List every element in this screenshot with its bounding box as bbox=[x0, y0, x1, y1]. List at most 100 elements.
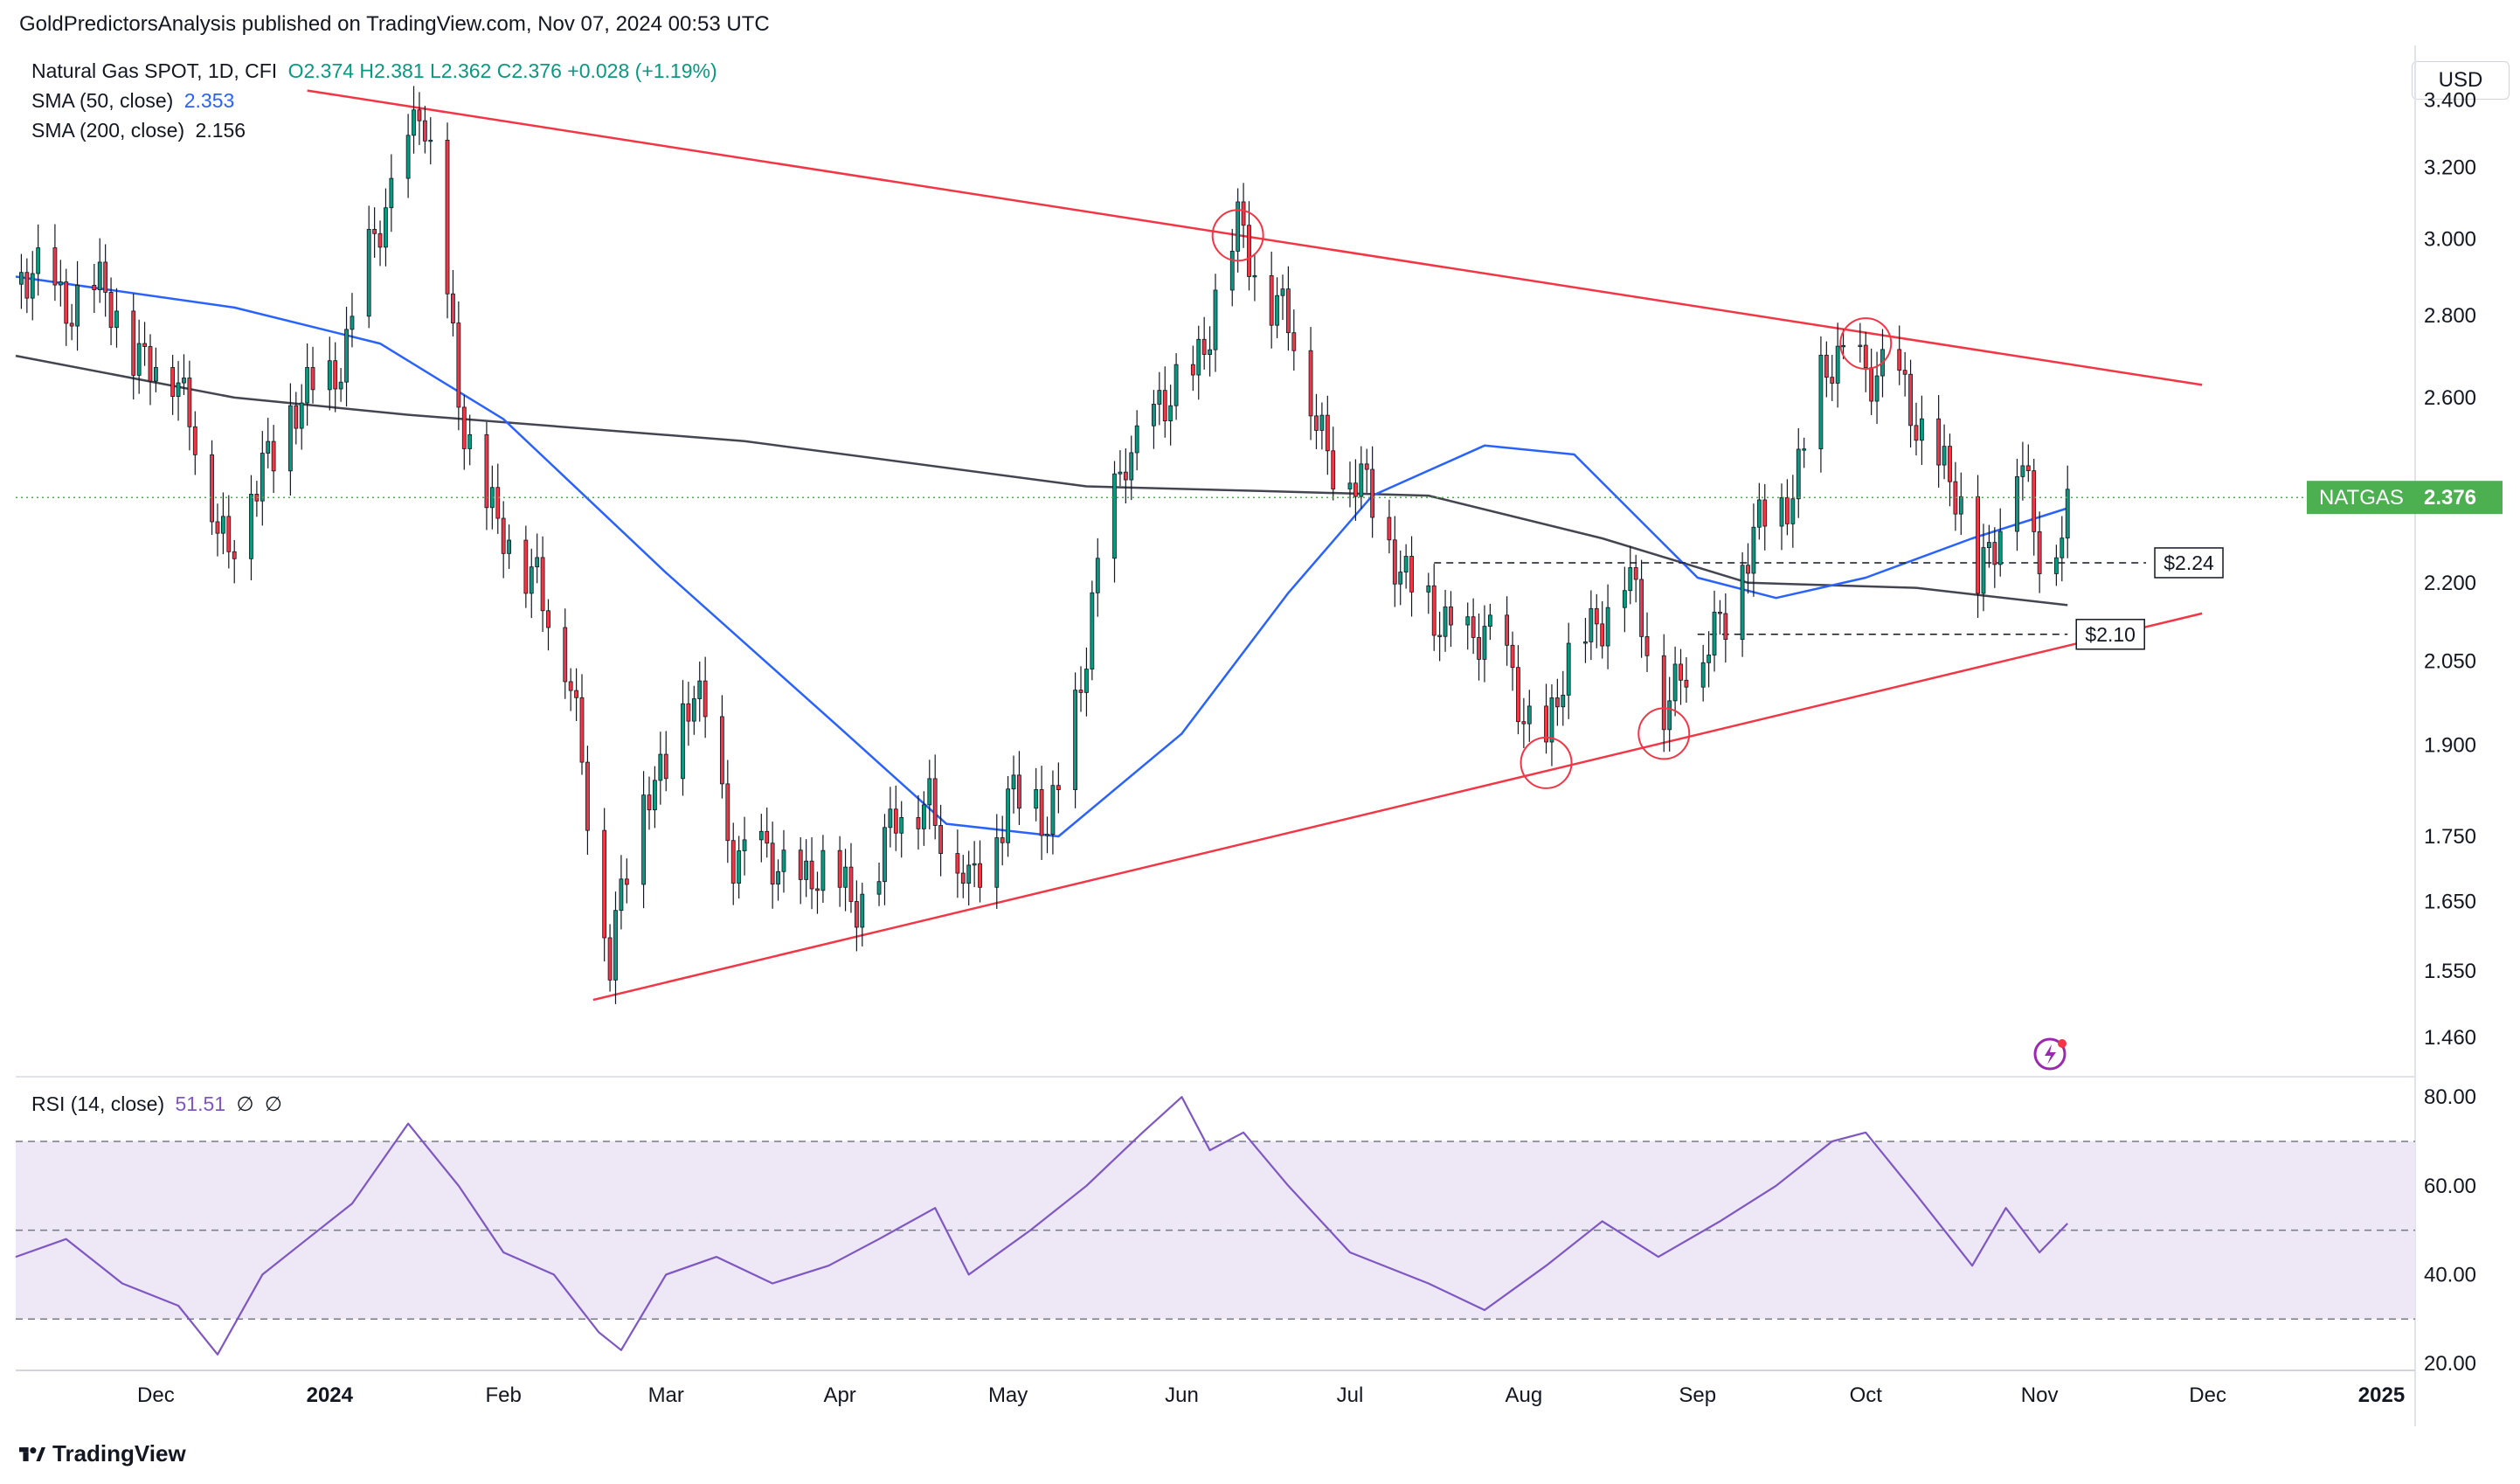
candle-body[interactable] bbox=[568, 681, 573, 691]
candle-body[interactable] bbox=[1084, 669, 1089, 693]
candle-body[interactable] bbox=[574, 690, 578, 698]
candle-body[interactable] bbox=[613, 910, 618, 981]
candle-body[interactable] bbox=[114, 310, 119, 329]
candle-body[interactable] bbox=[1908, 373, 1913, 426]
candle-body[interactable] bbox=[210, 454, 214, 523]
highlight-circle[interactable] bbox=[1637, 707, 1691, 760]
candle-body[interactable] bbox=[215, 521, 220, 534]
candle-body[interactable] bbox=[226, 516, 232, 552]
candle-body[interactable] bbox=[305, 367, 310, 404]
candle-body[interactable] bbox=[888, 808, 893, 829]
candle-body[interactable] bbox=[876, 881, 882, 895]
candle-body[interactable] bbox=[1746, 565, 1750, 574]
candle-body[interactable] bbox=[1280, 288, 1285, 296]
candle-body[interactable] bbox=[1045, 834, 1049, 836]
candle-body[interactable] bbox=[1398, 572, 1403, 585]
candle-body[interactable] bbox=[1505, 614, 1510, 646]
candle-body[interactable] bbox=[653, 780, 657, 811]
candle-body[interactable] bbox=[1437, 635, 1443, 637]
candle-body[interactable] bbox=[108, 292, 114, 329]
candle-body[interactable] bbox=[1756, 499, 1762, 528]
candle-body[interactable] bbox=[495, 487, 501, 519]
candle-body[interactable] bbox=[58, 281, 63, 286]
candle-body[interactable] bbox=[938, 825, 944, 854]
candle-body[interactable] bbox=[932, 778, 938, 826]
candle-body[interactable] bbox=[384, 207, 388, 248]
candle-body[interactable] bbox=[624, 878, 629, 885]
candle-body[interactable] bbox=[333, 360, 338, 390]
candle-body[interactable] bbox=[2025, 465, 2031, 472]
candle-body[interactable] bbox=[848, 866, 854, 902]
candle-body[interactable] bbox=[927, 778, 932, 806]
candle-body[interactable] bbox=[742, 839, 747, 851]
candle-body[interactable] bbox=[1672, 663, 1678, 702]
candle-body[interactable] bbox=[153, 367, 158, 382]
candle-body[interactable] bbox=[1902, 370, 1907, 375]
candle-body[interactable] bbox=[176, 382, 181, 398]
candle-body[interactable] bbox=[412, 109, 416, 136]
candle-body[interactable] bbox=[1112, 473, 1117, 559]
candle-body[interactable] bbox=[1319, 414, 1325, 431]
candle-body[interactable] bbox=[607, 937, 613, 981]
candle-body[interactable] bbox=[972, 863, 977, 866]
candle-body[interactable] bbox=[1275, 295, 1279, 326]
candle-body[interactable] bbox=[2053, 557, 2059, 574]
candle-body[interactable] bbox=[1740, 565, 1745, 641]
candle-body[interactable] bbox=[563, 627, 568, 683]
candle-body[interactable] bbox=[232, 551, 237, 559]
candle-body[interactable] bbox=[1824, 354, 1829, 378]
candle-body[interactable] bbox=[1700, 662, 1706, 688]
candle-body[interactable] bbox=[1920, 418, 1924, 441]
candle-body[interactable] bbox=[1516, 667, 1520, 723]
candle-body[interactable] bbox=[966, 864, 972, 884]
candle-body[interactable] bbox=[1129, 452, 1134, 481]
candle-body[interactable] bbox=[1830, 377, 1835, 384]
candle-body[interactable] bbox=[1594, 607, 1599, 625]
candle-body[interactable] bbox=[820, 849, 826, 891]
candle-body[interactable] bbox=[1465, 616, 1471, 626]
candle-body[interactable] bbox=[1152, 404, 1156, 426]
candle-body[interactable] bbox=[579, 697, 585, 763]
candle-body[interactable] bbox=[691, 698, 696, 722]
candle-body[interactable] bbox=[921, 804, 926, 829]
candle-body[interactable] bbox=[2020, 465, 2025, 477]
candle-body[interactable] bbox=[765, 830, 770, 844]
candle-body[interactable] bbox=[1196, 338, 1201, 376]
candle-body[interactable] bbox=[1449, 606, 1453, 626]
symbol-legend[interactable]: Natural Gas SPOT, 1D, CFI O2.374 H2.381 … bbox=[31, 59, 723, 83]
candle-body[interactable] bbox=[1347, 482, 1353, 489]
candle-body[interactable] bbox=[703, 680, 708, 718]
candle-body[interactable] bbox=[1118, 471, 1123, 475]
candle-body[interactable] bbox=[19, 272, 24, 285]
sma50-line[interactable] bbox=[15, 275, 2068, 838]
candle-body[interactable] bbox=[1948, 446, 1952, 482]
candle-body[interactable] bbox=[776, 870, 780, 885]
candle-body[interactable] bbox=[860, 893, 865, 928]
candle-body[interactable] bbox=[1190, 364, 1195, 376]
candle-body[interactable] bbox=[1858, 344, 1863, 347]
candle-body[interactable] bbox=[1247, 225, 1251, 277]
tradingview-brand[interactable]: TradingView bbox=[19, 1440, 186, 1467]
candle-body[interactable] bbox=[69, 322, 74, 327]
candle-body[interactable] bbox=[1308, 350, 1313, 417]
candle-body[interactable] bbox=[529, 566, 534, 594]
candle-body[interactable] bbox=[131, 310, 136, 376]
candle-body[interactable] bbox=[1785, 497, 1790, 524]
candle-body[interactable] bbox=[1477, 637, 1481, 660]
candle-body[interactable] bbox=[1527, 705, 1532, 725]
candle-body[interactable] bbox=[1554, 697, 1560, 708]
candle-body[interactable] bbox=[1269, 274, 1274, 326]
candle-body[interactable] bbox=[344, 329, 349, 383]
candle-body[interactable] bbox=[893, 808, 898, 834]
candle-body[interactable] bbox=[1835, 345, 1840, 384]
candle-body[interactable] bbox=[1000, 837, 1005, 843]
candle-body[interactable] bbox=[192, 426, 197, 455]
candle-body[interactable] bbox=[697, 680, 703, 699]
candle-body[interactable] bbox=[310, 367, 315, 391]
candle-body[interactable] bbox=[220, 516, 225, 534]
candle-body[interactable] bbox=[467, 433, 473, 449]
sma50-legend[interactable]: SMA (50, close) 2.353 bbox=[31, 89, 239, 113]
candle-body[interactable] bbox=[30, 273, 35, 299]
candle-body[interactable] bbox=[456, 322, 461, 408]
